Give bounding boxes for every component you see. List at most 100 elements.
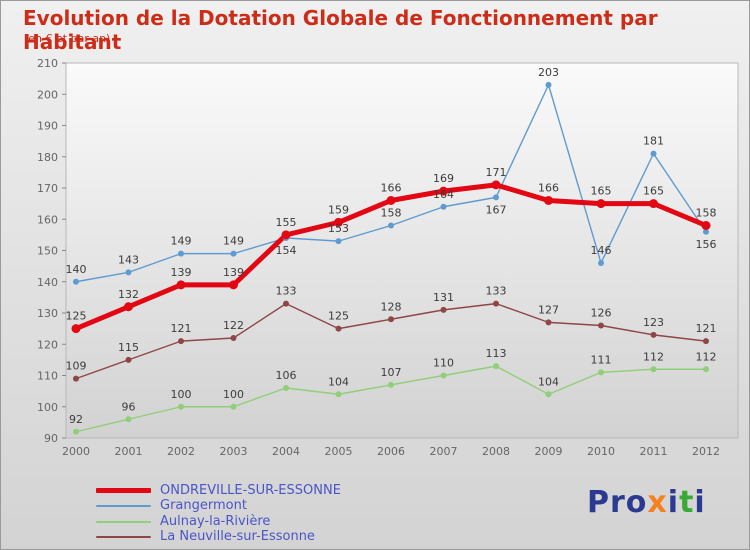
y-axis-label: 130 <box>37 307 58 320</box>
data-point <box>439 186 448 196</box>
value-label: 156 <box>696 238 717 251</box>
data-point <box>440 306 447 313</box>
value-label: 110 <box>433 357 454 370</box>
x-axis-label: 2008 <box>482 445 510 458</box>
data-point <box>650 331 657 338</box>
data-point <box>73 375 79 382</box>
value-label: 159 <box>328 203 349 216</box>
data-point <box>125 269 132 276</box>
data-point <box>649 199 658 209</box>
value-label: 104 <box>538 375 559 388</box>
y-axis-label: 160 <box>37 213 58 226</box>
value-label: 167 <box>486 203 507 216</box>
data-point <box>440 203 447 210</box>
value-label: 164 <box>433 188 454 201</box>
data-point <box>388 381 394 388</box>
data-point <box>230 335 237 341</box>
chart-title: Evolution de la Dotation Globale de Fonc… <box>23 6 658 54</box>
value-label: 158 <box>696 207 717 220</box>
value-label: 165 <box>643 185 664 198</box>
legend-swatch <box>96 505 151 508</box>
legend-label: Aulnay-la-Rivière <box>160 513 271 529</box>
value-label: 125 <box>328 310 349 323</box>
value-label: 125 <box>66 310 87 323</box>
data-point <box>545 81 552 88</box>
y-axis-label: 150 <box>37 245 58 258</box>
data-point <box>124 302 133 312</box>
legend-swatch <box>96 520 151 523</box>
logo-letter: t <box>679 485 695 520</box>
data-point <box>125 416 132 423</box>
data-point <box>544 196 553 205</box>
line-chart: 90 100 110 120 130 140 150 160 170 180 190 200 210 20… <box>37 57 739 458</box>
plot-area <box>65 62 739 439</box>
legend-label: Grangermont <box>160 498 247 514</box>
data-point <box>73 428 79 435</box>
value-label: 127 <box>538 303 559 316</box>
value-label: 112 <box>696 350 717 363</box>
data-point <box>283 385 289 391</box>
y-axis-label: 210 <box>37 57 58 70</box>
y-axis-label: 190 <box>37 120 58 133</box>
data-point <box>73 278 79 285</box>
value-label: 203 <box>538 66 559 79</box>
value-label: 121 <box>696 322 717 335</box>
value-label: 133 <box>276 285 297 298</box>
value-label: 140 <box>66 263 87 276</box>
data-point <box>335 391 342 398</box>
value-label: 139 <box>171 266 192 279</box>
data-point <box>178 250 184 257</box>
data-point <box>229 280 238 290</box>
value-label: 122 <box>223 319 244 332</box>
logo-letter: i <box>694 485 706 520</box>
data-point <box>598 260 604 266</box>
value-label: 109 <box>66 360 87 373</box>
y-axis-label: 120 <box>37 338 58 351</box>
data-point <box>178 338 184 345</box>
x-axis-label: 2010 <box>587 445 615 458</box>
x-axis-label: 2007 <box>430 445 458 458</box>
data-point <box>281 230 291 240</box>
data-point <box>334 217 343 227</box>
value-label: 104 <box>328 375 349 388</box>
data-point <box>650 366 657 373</box>
data-point <box>703 228 709 235</box>
data-point <box>703 366 709 373</box>
legend-item: Aulnay-la-Rivière <box>96 514 341 530</box>
data-point <box>440 372 447 379</box>
data-point <box>388 222 394 229</box>
data-point <box>701 221 711 230</box>
data-point <box>178 403 184 410</box>
value-label: 153 <box>328 222 349 235</box>
legend: ONDREVILLE-SUR-ESSONNE Grangermont Aulnay-… <box>96 483 341 545</box>
value-label: 96 <box>122 400 136 413</box>
legend-swatch <box>96 536 151 539</box>
legend-label: ONDREVILLE-SUR-ESSONNE <box>160 482 341 498</box>
data-point <box>386 196 396 205</box>
y-axis-label: 90 <box>44 432 58 445</box>
x-axis-label: 2003 <box>220 445 248 458</box>
value-label: 100 <box>171 388 192 401</box>
logo-letter: x <box>647 485 668 520</box>
data-point <box>230 250 237 257</box>
value-label: 155 <box>276 216 297 229</box>
x-axis-label: 2002 <box>167 445 195 458</box>
data-point <box>71 324 81 334</box>
data-point <box>493 300 499 307</box>
data-point <box>335 238 342 245</box>
value-label: 107 <box>381 366 402 379</box>
value-label: 154 <box>276 244 297 257</box>
value-label: 123 <box>643 316 664 329</box>
data-point <box>176 280 186 290</box>
chart-subtitle: (en € et par an) <box>24 32 111 45</box>
value-label: 158 <box>381 207 402 220</box>
data-point <box>283 300 289 307</box>
value-label: 139 <box>223 266 244 279</box>
data-point <box>596 199 606 209</box>
value-label: 132 <box>118 288 139 301</box>
data-point <box>388 316 394 323</box>
data-point <box>335 325 342 332</box>
value-label: 106 <box>276 369 297 382</box>
value-label: 131 <box>433 291 454 304</box>
